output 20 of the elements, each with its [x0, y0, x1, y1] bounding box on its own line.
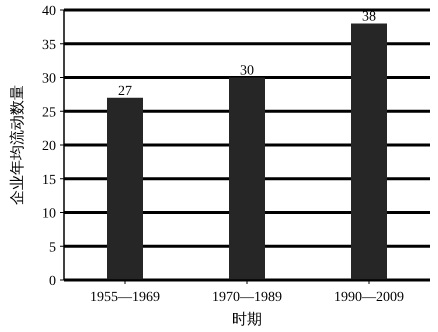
y-tick-label: 15: [42, 172, 56, 188]
y-tick-label: 25: [42, 105, 56, 120]
y-tick-label: 5: [49, 240, 56, 256]
y-tick-label: 35: [42, 38, 56, 53]
x-tick-label: 1955—1969: [90, 290, 160, 305]
data-label: 38: [362, 10, 376, 24]
bar: [107, 98, 143, 280]
y-tick-label: 10: [42, 206, 56, 222]
y-axis-title: 企业年均流动数量: [9, 85, 26, 205]
bar: [229, 78, 265, 280]
data-label: 27: [118, 84, 132, 99]
y-tick-label: 20: [42, 139, 56, 154]
x-axis-title: 时期: [232, 311, 262, 328]
bar: [351, 24, 387, 280]
x-tick-label: 1970—1989: [212, 290, 282, 305]
y-tick-label: 30: [42, 72, 56, 86]
data-label: 30: [240, 64, 254, 78]
y-tick-label: 40: [42, 4, 56, 19]
x-tick-label: 1990—2009: [334, 290, 404, 305]
y-tick-label: 0: [49, 274, 56, 289]
